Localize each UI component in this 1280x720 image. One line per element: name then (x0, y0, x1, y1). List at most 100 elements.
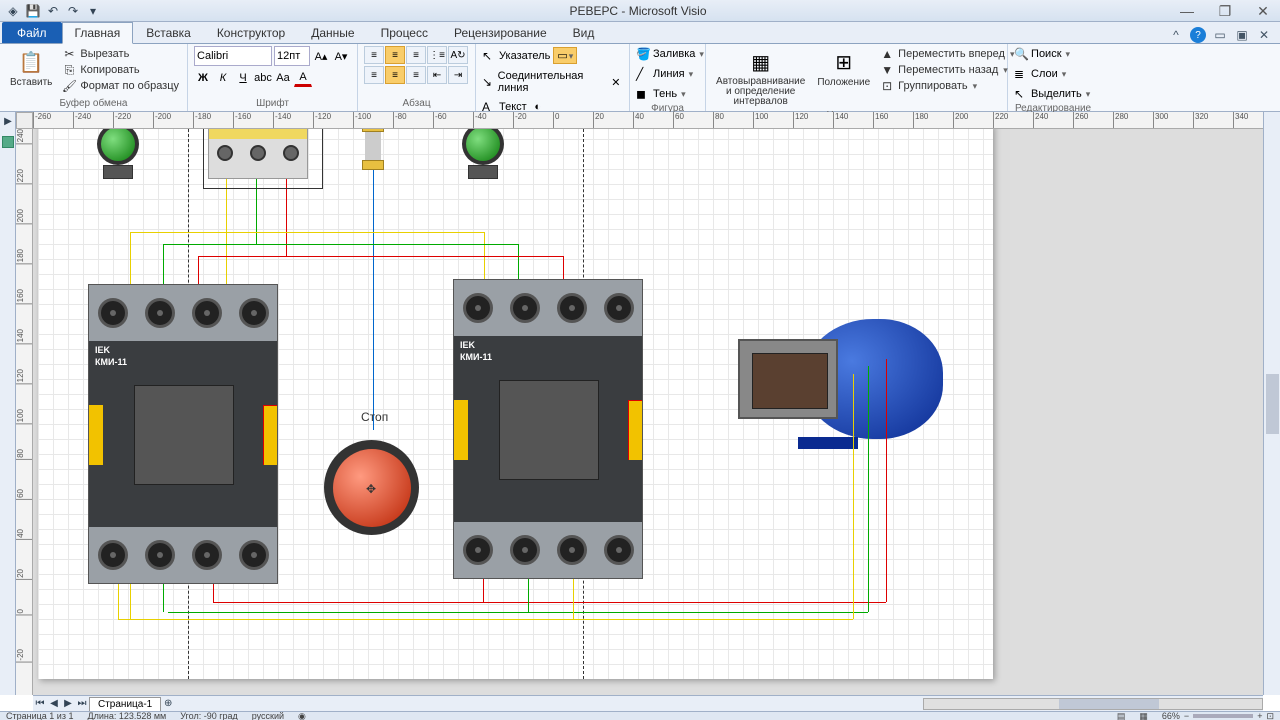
align-center-button[interactable]: ≡ (385, 66, 405, 84)
tab-review[interactable]: Рецензирование (441, 22, 560, 43)
bring-forward-button[interactable]: ▲Переместить вперед▾ (878, 46, 1016, 62)
align-left-button[interactable]: ≡ (364, 66, 384, 84)
wire[interactable] (168, 612, 868, 613)
wire[interactable] (853, 374, 854, 619)
align-bottom-button[interactable]: ≡ (406, 46, 426, 64)
font-color-button[interactable]: A (294, 69, 312, 87)
outdent-button[interactable]: ⇤ (427, 66, 447, 84)
view-normal-icon[interactable]: ▤ (1117, 711, 1126, 720)
indent-button[interactable]: ⇥ (448, 66, 468, 84)
italic-button[interactable]: К (214, 69, 232, 87)
fill-button[interactable]: 🪣Заливка▾ (636, 46, 704, 62)
page-tab-1[interactable]: Страница-1 (89, 697, 161, 711)
hscroll-thumb[interactable] (1059, 699, 1159, 709)
wire[interactable] (868, 366, 869, 612)
wire[interactable] (484, 232, 485, 284)
wire[interactable] (213, 602, 886, 603)
wire[interactable] (130, 232, 485, 233)
tab-data[interactable]: Данные (298, 22, 367, 43)
align-top-button[interactable]: ≡ (364, 46, 384, 64)
close-button[interactable]: ✕ (1250, 3, 1276, 19)
last-page-button[interactable]: ⏭ (75, 698, 89, 709)
line-button[interactable]: ╱Линия▾ (636, 66, 693, 82)
expand-panel-icon[interactable]: ▶ (1, 116, 15, 130)
wire[interactable] (118, 584, 119, 619)
tab-design[interactable]: Конструктор (204, 22, 298, 43)
send-back-button[interactable]: ▼Переместить назад▾ (878, 62, 1016, 78)
wire[interactable] (198, 256, 199, 284)
auto-align-button[interactable]: ▦ Автовыравнивание и определение интерва… (712, 46, 809, 109)
first-page-button[interactable]: ⏮ (33, 698, 47, 709)
underline-button[interactable]: Ч (234, 69, 252, 87)
layers-button[interactable]: ≣Слои▾ (1014, 66, 1066, 82)
undo-icon[interactable]: ↶ (44, 2, 62, 20)
wire[interactable] (573, 579, 574, 619)
paste-button[interactable]: 📋 Вставить (6, 46, 56, 90)
wire[interactable] (528, 579, 529, 612)
copy-button[interactable]: ⎘Копировать (60, 62, 181, 78)
save-icon[interactable]: 💾 (24, 2, 42, 20)
help-icon[interactable]: ? (1190, 27, 1206, 43)
wire[interactable] (886, 359, 887, 602)
wire[interactable] (198, 256, 563, 257)
group-button[interactable]: ⊡Группировать▾ (878, 78, 1016, 94)
window-options-icon[interactable]: ▭ (1212, 27, 1228, 43)
connector-close-icon[interactable]: ✕ (609, 76, 623, 89)
horizontal-scrollbar[interactable] (923, 698, 1263, 710)
green-button-1[interactable] (93, 129, 143, 179)
format-painter-button[interactable]: 🖌Формат по образцу (60, 78, 181, 94)
new-page-button[interactable]: ⊕ (161, 698, 175, 709)
zoom-out-button[interactable]: − (1184, 711, 1189, 720)
green-button-2[interactable] (458, 129, 508, 179)
zoom-in-button[interactable]: + (1257, 711, 1262, 720)
strike-button[interactable]: abc (254, 69, 272, 87)
zoom-slider[interactable] (1193, 714, 1253, 718)
grow-font-button[interactable]: A▴ (312, 47, 330, 65)
vertical-scrollbar[interactable] (1263, 112, 1280, 695)
tab-view[interactable]: Вид (560, 22, 608, 43)
rectangle-tool[interactable]: ▭▾ (553, 47, 577, 64)
minimize-button[interactable]: — (1174, 3, 1200, 19)
minimize-ribbon-icon[interactable]: ^ (1168, 27, 1184, 43)
close-doc-icon[interactable]: ✕ (1256, 27, 1272, 43)
stop-button[interactable]: ✥ (318, 434, 428, 544)
tab-home[interactable]: Главная (62, 22, 134, 44)
tab-insert[interactable]: Вставка (133, 22, 204, 43)
select-button[interactable]: ↖Выделить▾ (1014, 86, 1090, 102)
bullets-button[interactable]: ⋮≡ (427, 46, 447, 64)
pointer-tool[interactable]: ↖Указатель▭▾ (482, 46, 577, 65)
wire[interactable] (163, 244, 518, 245)
view-full-icon[interactable]: ▦ (1139, 711, 1148, 720)
wire[interactable] (213, 584, 214, 602)
font-name-select[interactable] (194, 46, 272, 66)
prev-page-button[interactable]: ◀ (47, 698, 61, 709)
window-options2-icon[interactable]: ▣ (1234, 27, 1250, 43)
connector-tool[interactable]: ↘Соединительная линия✕ (482, 69, 623, 95)
motor[interactable] (718, 309, 943, 449)
contactor-1[interactable]: IEK КМИ-11 (88, 284, 278, 584)
fit-page-icon[interactable]: ⊡ (1266, 711, 1274, 720)
record-macro-icon[interactable]: ◉ (298, 711, 306, 720)
next-page-button[interactable]: ▶ (61, 698, 75, 709)
status-lang[interactable]: русский (252, 711, 284, 720)
canvas[interactable]: IEK КМИ-11 IEK КМИ-11 Стоп ✥ (33, 129, 1263, 695)
tab-file[interactable]: Файл (2, 22, 62, 43)
contactor-2[interactable]: IEK КМИ-11 (453, 279, 643, 579)
wire[interactable] (118, 619, 853, 620)
shrink-font-button[interactable]: A▾ (332, 47, 350, 65)
align-right-button[interactable]: ≡ (406, 66, 426, 84)
rotate-text-button[interactable]: A↻ (448, 46, 468, 64)
find-button[interactable]: 🔍Поиск▾ (1014, 46, 1070, 62)
bold-button[interactable]: Ж (194, 69, 212, 87)
qat-dropdown-icon[interactable]: ▾ (84, 2, 102, 20)
font-size-select[interactable] (274, 46, 310, 66)
wire[interactable] (373, 170, 374, 430)
visio-icon[interactable]: ◈ (4, 2, 22, 20)
align-middle-button[interactable]: ≡ (385, 46, 405, 64)
breaker-box[interactable] (203, 129, 323, 189)
position-button[interactable]: ⊞ Положение (813, 46, 874, 90)
redo-icon[interactable]: ↷ (64, 2, 82, 20)
shadow-button[interactable]: ◼Тень▾ (636, 86, 686, 102)
fuse[interactable] (358, 129, 388, 170)
case-button[interactable]: Aa (274, 69, 292, 87)
